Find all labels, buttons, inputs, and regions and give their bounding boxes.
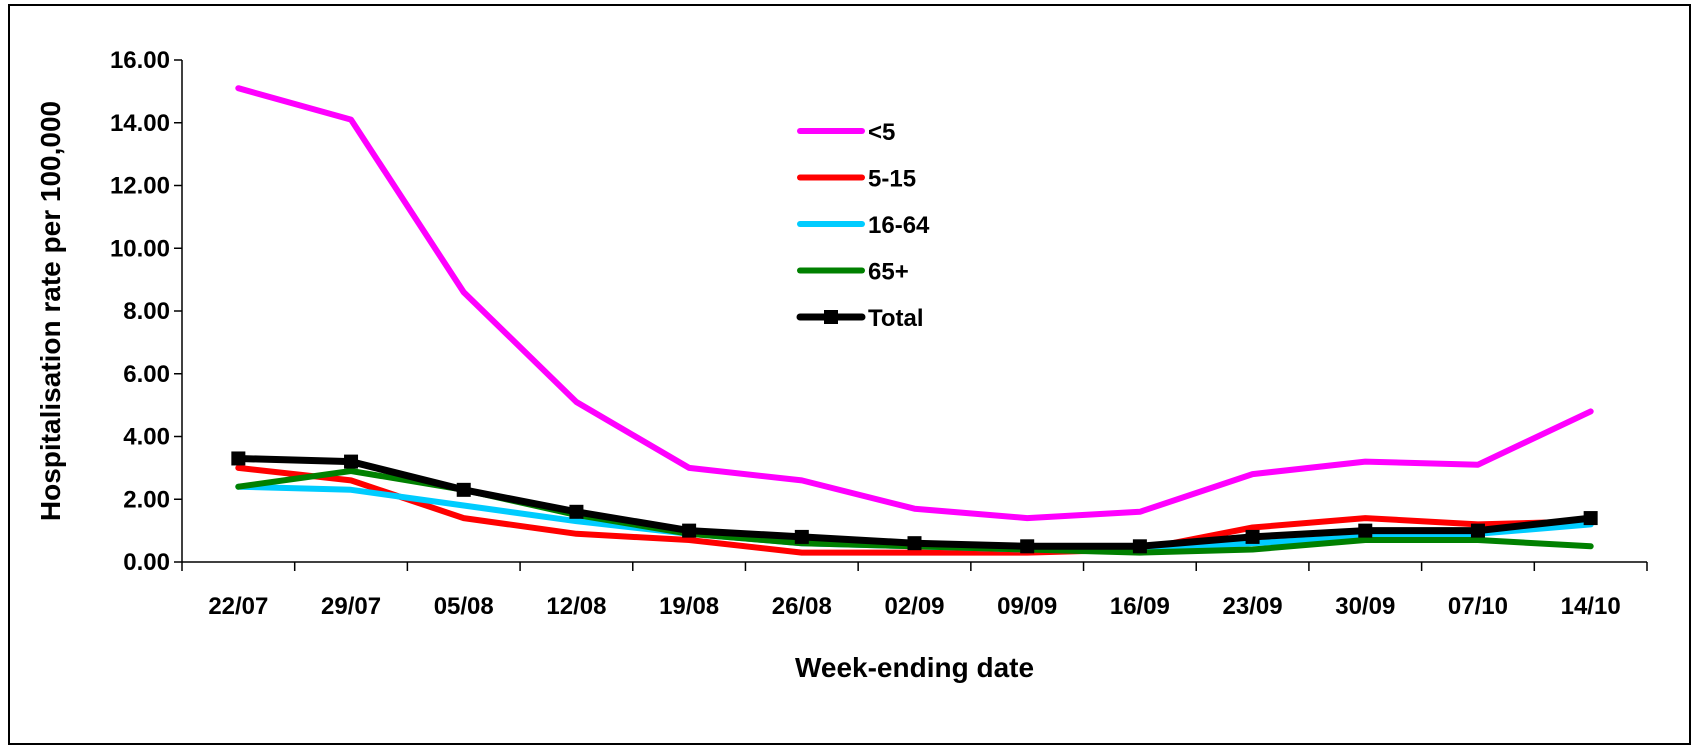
y-tick-label: 0.00	[123, 549, 170, 576]
legend-label: 5-15	[868, 166, 916, 193]
legend: <5 5-15 16-64 65+ Total	[796, 119, 930, 332]
legend-entry: 16-64	[797, 212, 930, 239]
x-tick-label: 09/09	[997, 593, 1057, 620]
y-tick-label: 10.00	[110, 235, 170, 262]
legend-label: <5	[868, 119, 895, 146]
data-point-marker	[907, 536, 922, 551]
line-chart: 0.00 2.00 4.00 6.00 8.00 10.00 12.00 14.00 16.00…	[35, 47, 1648, 683]
data-point-marker	[1245, 529, 1260, 544]
x-tick-label: 19/08	[659, 593, 719, 620]
x-tick-label: 07/10	[1448, 593, 1508, 620]
data-point-marker	[456, 482, 471, 497]
y-tick-label: 14.00	[110, 110, 170, 137]
y-tick-label: 4.00	[123, 424, 170, 451]
x-tick-label: 02/09	[884, 593, 944, 620]
series-layer	[231, 85, 1598, 556]
y-axis-ticks: 0.00 2.00 4.00 6.00 8.00 10.00 12.00 14.00 16.00	[110, 47, 182, 576]
y-tick-label: 16.00	[110, 47, 170, 74]
series-line	[235, 85, 1594, 522]
legend-entry: <5	[797, 119, 895, 146]
x-tick-label: 05/08	[434, 593, 494, 620]
legend-entry: 5-15	[797, 166, 916, 193]
y-tick-label: 12.00	[110, 173, 170, 200]
legend-label: 16-64	[868, 212, 930, 239]
x-tick-label: 29/07	[321, 593, 381, 620]
series-4	[231, 451, 1598, 554]
x-tick-label: 12/08	[546, 593, 606, 620]
data-point-marker	[231, 451, 246, 466]
x-axis-ticks: 22/07 29/07 05/08 12/08 19/08 26/08 02/09 09/09…	[181, 562, 1648, 620]
legend-entry: Total	[796, 305, 924, 332]
x-tick-label: 22/07	[208, 593, 268, 620]
data-point-marker	[1020, 539, 1035, 554]
legend-label: 65+	[868, 259, 909, 286]
y-tick-label: 2.00	[123, 486, 170, 513]
legend-label: Total	[868, 305, 924, 332]
data-point-marker	[1358, 523, 1373, 538]
series-0	[235, 85, 1594, 522]
x-tick-label: 26/08	[772, 593, 832, 620]
chart-frame: 0.00 2.00 4.00 6.00 8.00 10.00 12.00 14.00 16.00…	[8, 4, 1691, 745]
data-point-marker	[682, 523, 697, 538]
x-tick-label: 16/09	[1110, 593, 1170, 620]
data-point-marker	[569, 504, 584, 519]
x-tick-label: 14/10	[1561, 593, 1621, 620]
data-point-marker	[794, 529, 809, 544]
legend-entry: 65+	[797, 259, 909, 286]
data-point-marker	[1470, 523, 1485, 538]
data-point-marker	[1132, 539, 1147, 554]
y-axis-title: Hospitalisation rate per 100,000	[35, 101, 66, 521]
legend-marker	[824, 310, 838, 324]
x-axis-title: Week-ending date	[795, 652, 1034, 683]
y-tick-label: 6.00	[123, 361, 170, 388]
y-tick-label: 8.00	[123, 298, 170, 325]
data-point-marker	[1583, 511, 1598, 526]
series-1	[235, 464, 1594, 556]
data-point-marker	[344, 454, 359, 469]
series-line	[235, 464, 1594, 556]
x-tick-label: 23/09	[1223, 593, 1283, 620]
x-tick-label: 30/09	[1335, 593, 1395, 620]
